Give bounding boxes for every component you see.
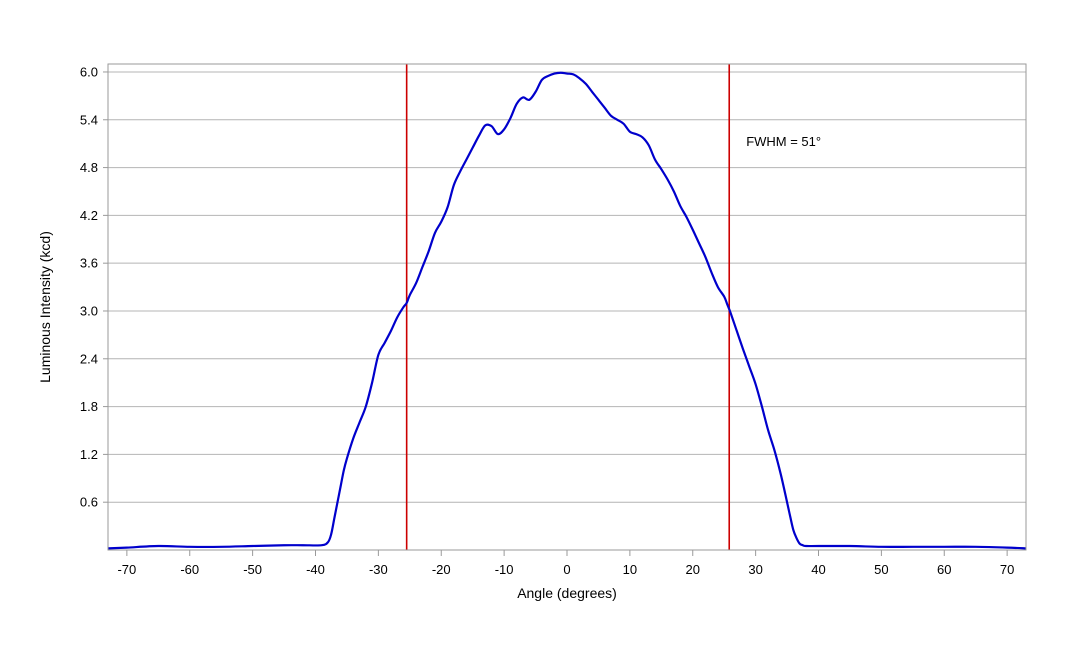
y-tick-label: 5.4 xyxy=(80,112,98,127)
x-tick-label: -70 xyxy=(117,562,136,577)
y-tick-label: 0.6 xyxy=(80,495,98,510)
x-tick-label: -10 xyxy=(495,562,514,577)
x-tick-label: 40 xyxy=(811,562,825,577)
y-axis-ticks: 0.6 1.2 1.8 2.4 3.0 3.6 4.2 4.8 5.4 6.0 xyxy=(80,64,108,510)
x-axis-label: Angle (degrees) xyxy=(517,585,617,601)
x-tick-label: -40 xyxy=(306,562,325,577)
x-tick-label: -60 xyxy=(180,562,199,577)
y-tick-label: 3.0 xyxy=(80,303,98,318)
y-tick-label: 3.6 xyxy=(80,256,98,271)
y-axis-label: Luminous Intensity (kcd) xyxy=(37,231,53,383)
x-tick-label: 20 xyxy=(686,562,700,577)
x-tick-label: 50 xyxy=(874,562,888,577)
x-tick-label: -20 xyxy=(432,562,451,577)
y-tick-label: 2.4 xyxy=(80,351,98,366)
y-tick-label: 1.2 xyxy=(80,447,98,462)
x-tick-label: -30 xyxy=(369,562,388,577)
x-tick-label: 10 xyxy=(623,562,637,577)
fwhm-annotation: FWHM = 51° xyxy=(746,134,821,149)
series-line xyxy=(107,71,1027,550)
x-tick-label: 0 xyxy=(563,562,570,577)
y-tick-label: 4.8 xyxy=(80,160,98,175)
x-axis-ticks: -70 -60 -50 -40 -30 -20 -10 0 10 20 30 40 50 60 70 xyxy=(117,550,1014,577)
grid-lines xyxy=(108,71,1026,503)
y-tick-label: 4.2 xyxy=(80,208,98,223)
x-tick-label: 70 xyxy=(1000,562,1014,577)
x-tick-label: 60 xyxy=(937,562,951,577)
y-tick-label: 6.0 xyxy=(80,64,98,79)
annotations: FWHM = 51° xyxy=(746,134,821,149)
plot-area xyxy=(108,64,1026,550)
x-tick-label: -50 xyxy=(243,562,262,577)
y-tick-label: 1.8 xyxy=(80,399,98,414)
x-tick-label: 30 xyxy=(748,562,762,577)
